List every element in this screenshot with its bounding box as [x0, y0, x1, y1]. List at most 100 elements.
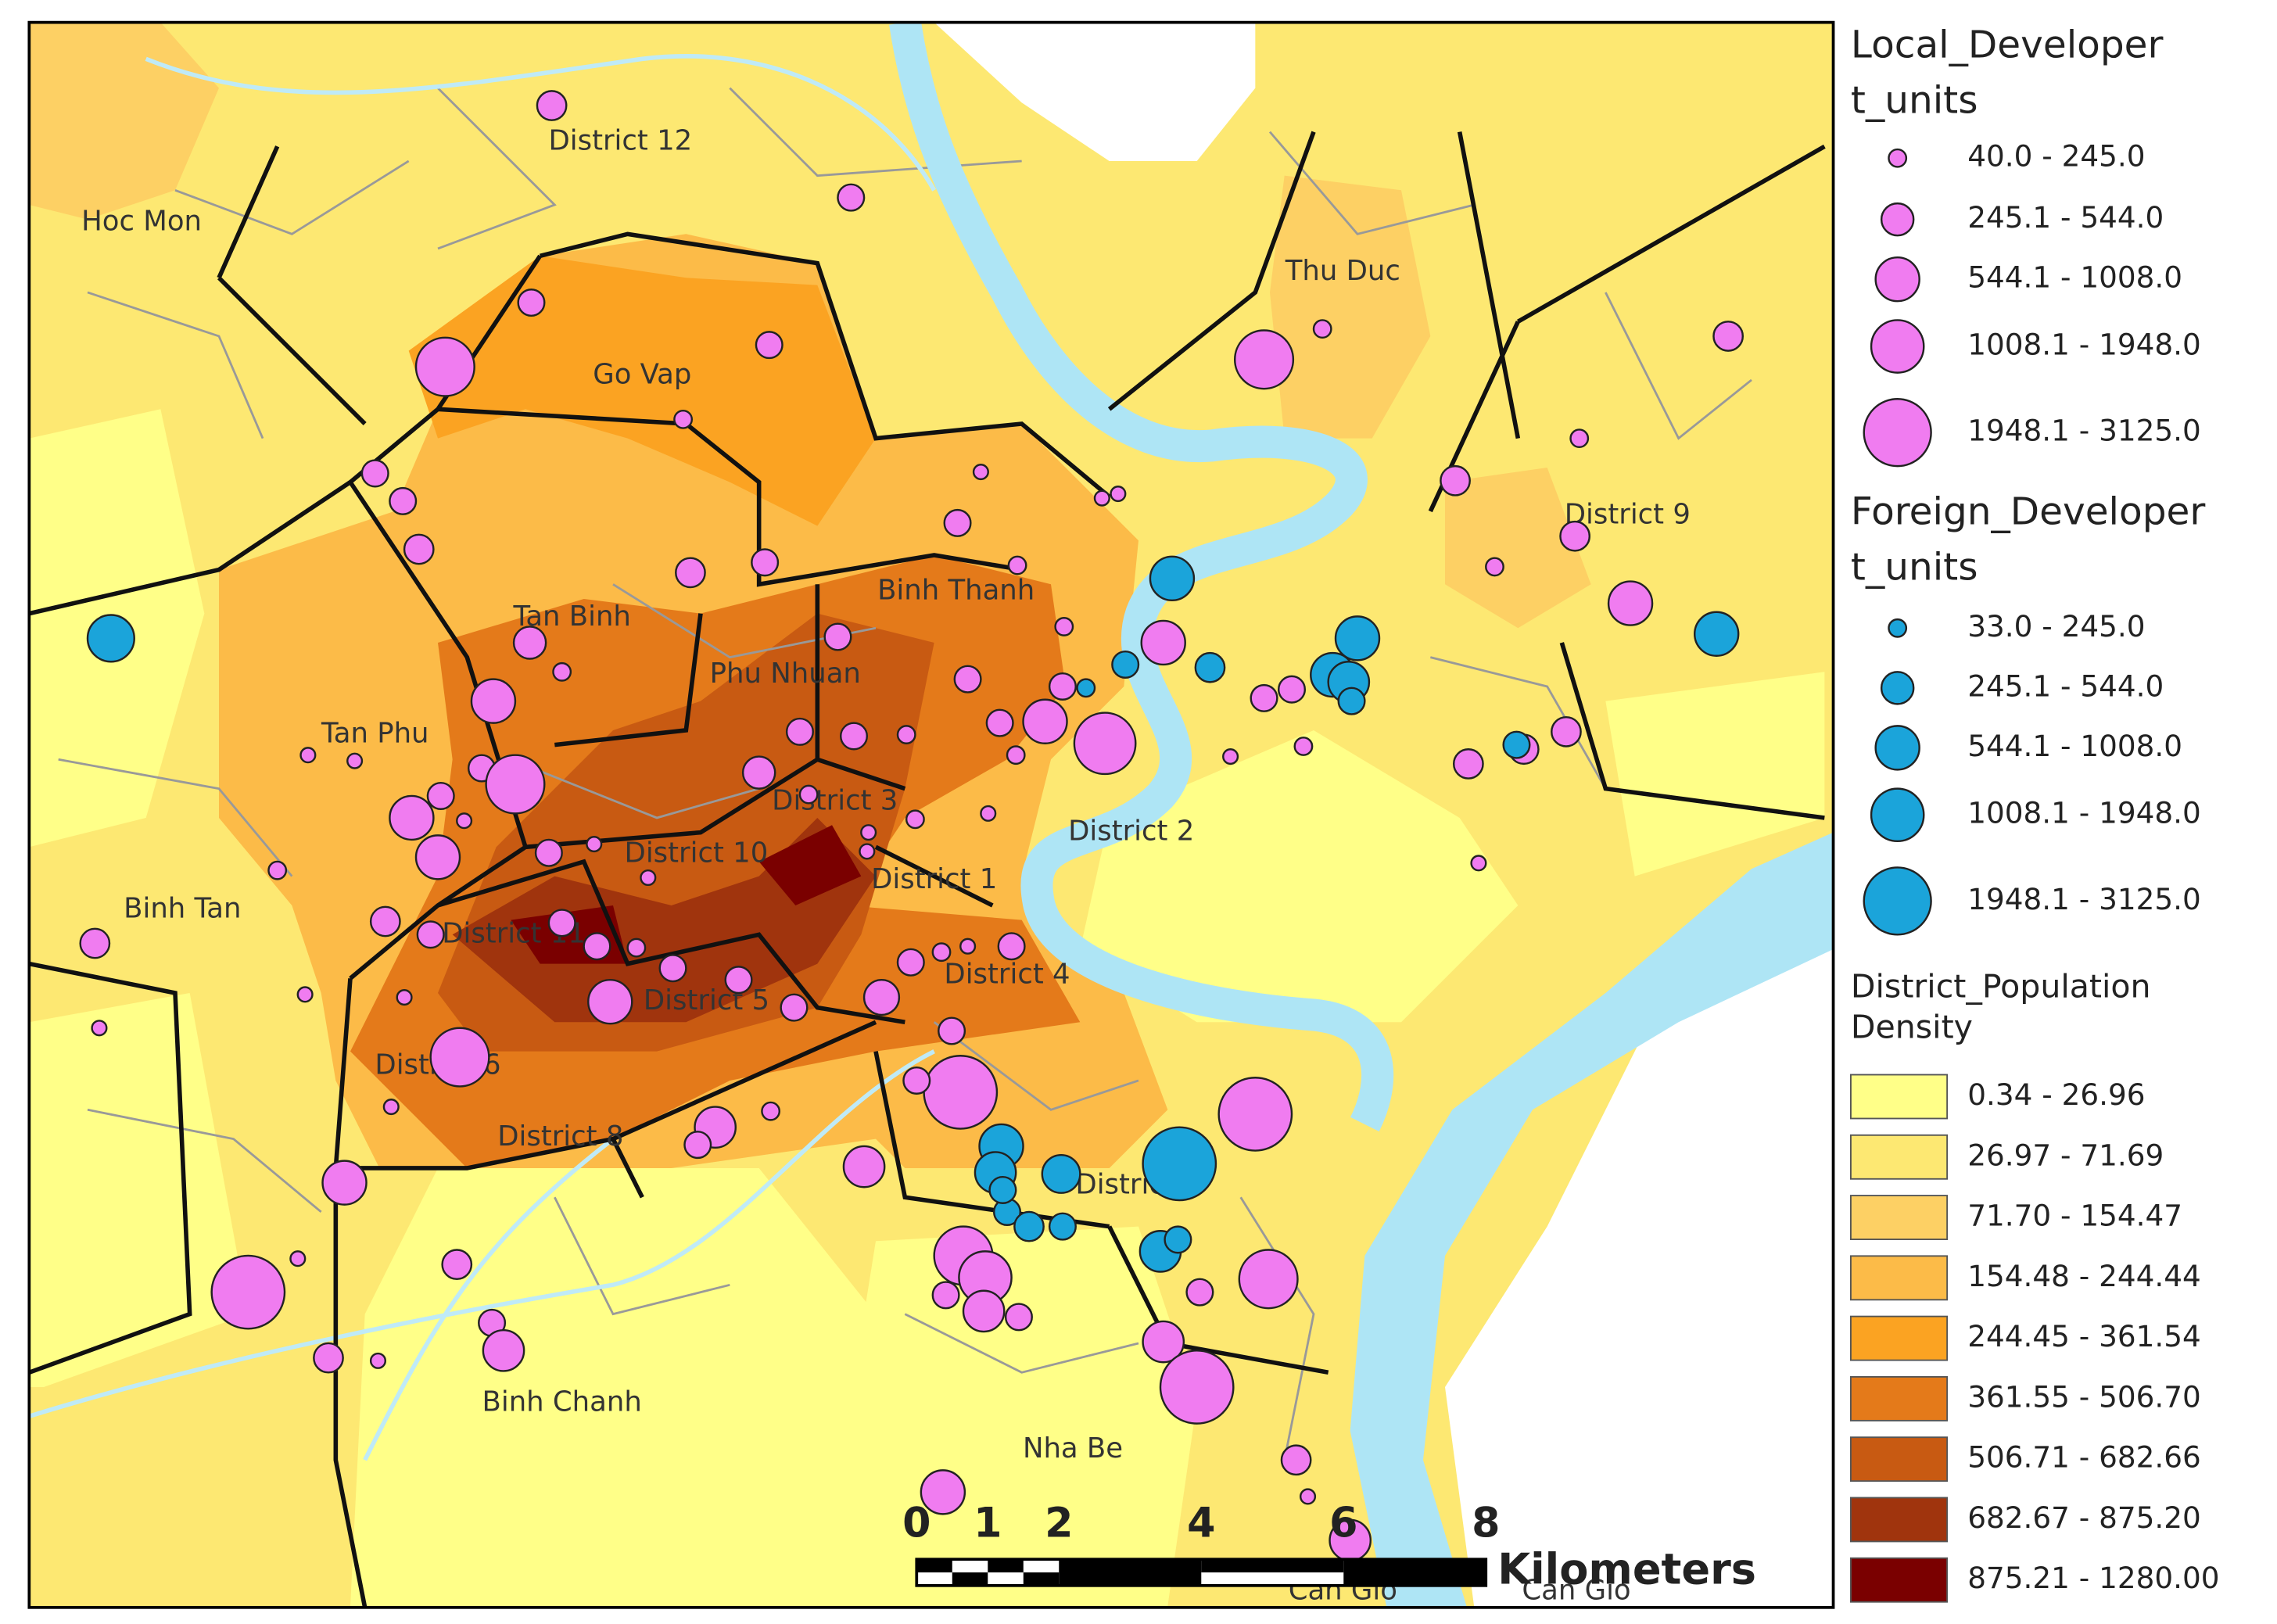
legend-symbol [1863, 398, 1932, 468]
project-marker [972, 464, 989, 481]
project-marker [640, 869, 657, 887]
legend-swatch [1850, 1557, 1949, 1603]
district-label: District 12 [548, 125, 692, 157]
legend-symbol [1880, 202, 1915, 237]
project-markers [79, 90, 1745, 1562]
project-marker [1159, 1350, 1235, 1425]
project-marker [369, 1352, 387, 1369]
outside-area [1445, 891, 1834, 1608]
legend-label: 544.1 - 1008.0 [1967, 260, 2182, 295]
legend-symbol [1880, 671, 1915, 705]
project-marker [1238, 1249, 1299, 1310]
project-marker [485, 754, 546, 815]
outside-area [934, 22, 1256, 161]
project-marker [896, 948, 925, 977]
legend-label: 33.0 - 245.0 [1967, 609, 2145, 644]
legend-subtitle: t_units [1851, 546, 1978, 590]
project-marker [839, 722, 869, 751]
legend-label: 875.21 - 1280.00 [1967, 1561, 2219, 1595]
legend-swatch [1850, 1315, 1949, 1361]
project-marker [470, 678, 517, 724]
project-marker [1712, 321, 1745, 352]
project-marker [741, 755, 776, 790]
project-marker [586, 836, 603, 853]
project-marker [403, 533, 435, 565]
project-marker [1111, 650, 1140, 679]
project-marker [1250, 683, 1278, 712]
project-marker [923, 1055, 999, 1130]
legend-label: 245.1 - 544.0 [1967, 669, 2164, 703]
district-label: District 4 [944, 959, 1070, 991]
project-marker [675, 557, 706, 589]
project-marker [1334, 615, 1381, 661]
project-marker [626, 937, 647, 958]
district-label: Binh Chanh [482, 1386, 642, 1418]
project-marker [1164, 1225, 1192, 1254]
project-marker [547, 909, 576, 937]
project-marker [1280, 1444, 1312, 1476]
scale-tick-label: 4 [1187, 1499, 1215, 1547]
scale-bar-segment [1343, 1559, 1486, 1586]
legend-swatch [1850, 1134, 1949, 1180]
project-marker [79, 927, 111, 959]
scale-tick-label: 6 [1329, 1499, 1357, 1547]
scale-tick-label: 1 [974, 1499, 1002, 1547]
legend-label: 361.55 - 506.70 [1967, 1379, 2200, 1414]
project-marker [210, 1254, 286, 1330]
project-marker [997, 932, 1026, 961]
legend-label: 71.70 - 154.47 [1967, 1199, 2182, 1233]
legend-swatch [1850, 1375, 1949, 1421]
project-marker [1142, 1126, 1217, 1202]
region [1605, 672, 1825, 877]
project-marker [931, 942, 952, 963]
district-label: Binh Tan [124, 893, 241, 925]
legend-label: 0.34 - 26.96 [1967, 1077, 2145, 1112]
project-marker [587, 978, 633, 1025]
legend-swatch [1850, 1195, 1949, 1240]
project-marker [1054, 617, 1074, 636]
legend-label: 1008.1 - 1948.0 [1967, 328, 2200, 362]
project-marker [1110, 486, 1127, 503]
project-marker [296, 986, 314, 1003]
project-marker [920, 1469, 966, 1515]
district-label: Go Vap [593, 358, 691, 390]
project-marker [1048, 672, 1077, 701]
legend-swatch [1850, 1255, 1949, 1301]
project-marker [1470, 855, 1487, 872]
project-marker [751, 548, 780, 577]
region [29, 22, 219, 220]
project-marker [1041, 1153, 1081, 1194]
project-marker [517, 289, 546, 317]
project-marker [673, 409, 694, 429]
scale-unit: Kilometers [1497, 1545, 1756, 1594]
project-marker [905, 809, 925, 830]
project-marker [456, 812, 473, 830]
project-marker [1485, 557, 1504, 577]
project-marker [823, 622, 852, 651]
legend-label: 544.1 - 1008.0 [1967, 729, 2182, 763]
project-marker [426, 781, 455, 810]
district-label: Can Gio [1522, 1574, 1630, 1606]
district-label: Binh Thanh [877, 575, 1035, 607]
project-marker [1185, 1278, 1214, 1307]
project-marker [1013, 1210, 1045, 1242]
project-marker [1194, 651, 1226, 683]
project-marker [761, 1101, 781, 1121]
district-label: District 8 [497, 1120, 623, 1153]
scale-tick-label: 2 [1045, 1499, 1073, 1547]
legend-label: 40.0 - 245.0 [1967, 139, 2145, 174]
project-marker [512, 626, 547, 660]
scale-bar-segment [916, 1559, 952, 1573]
project-marker [583, 932, 611, 961]
legend-title: District_Population [1851, 967, 2151, 1005]
scale-bar-segment [1023, 1572, 1060, 1586]
scale-bar-segment [1201, 1559, 1344, 1573]
legend-symbol [1870, 787, 1925, 843]
project-marker [1452, 748, 1484, 780]
legend-label: 506.71 - 682.66 [1967, 1440, 2200, 1475]
project-marker [1569, 428, 1590, 449]
project-marker [683, 1131, 712, 1160]
